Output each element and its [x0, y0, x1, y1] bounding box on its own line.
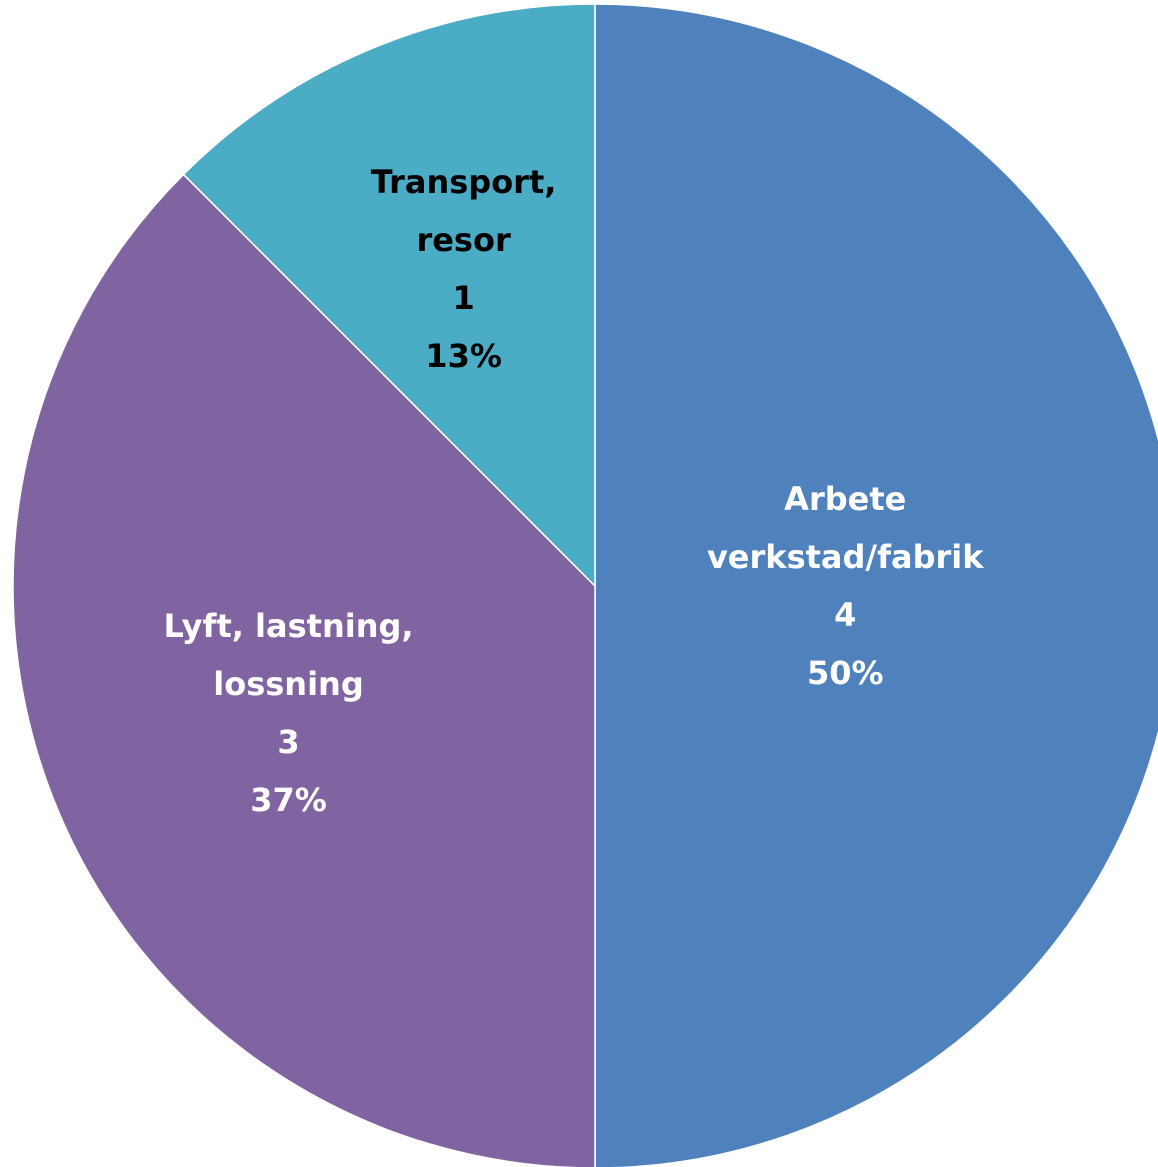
- slice-name: Transport, resor: [370, 162, 557, 259]
- pie-slice: [594, 3, 1158, 1167]
- data-label: Transport, resor 1 13%: [349, 153, 579, 385]
- slice-value: 4: [834, 596, 857, 634]
- pie-slice: [182, 3, 596, 588]
- slice-percent: 50%: [806, 654, 884, 692]
- slice-value: 3: [277, 722, 300, 761]
- slice-name: Lyft, lastning, lossning: [163, 606, 414, 703]
- pie-slice: [12, 173, 596, 1167]
- slice-percent: 37%: [250, 780, 327, 819]
- slice-percent: 13%: [425, 336, 502, 375]
- data-label: Arbete verkstad/fabrik 4 50%: [680, 470, 1010, 702]
- slice-value: 1: [452, 278, 475, 317]
- data-label: Lyft, lastning, lossning 3 37%: [144, 597, 434, 829]
- slice-name: Arbete verkstad/fabrik: [706, 480, 984, 576]
